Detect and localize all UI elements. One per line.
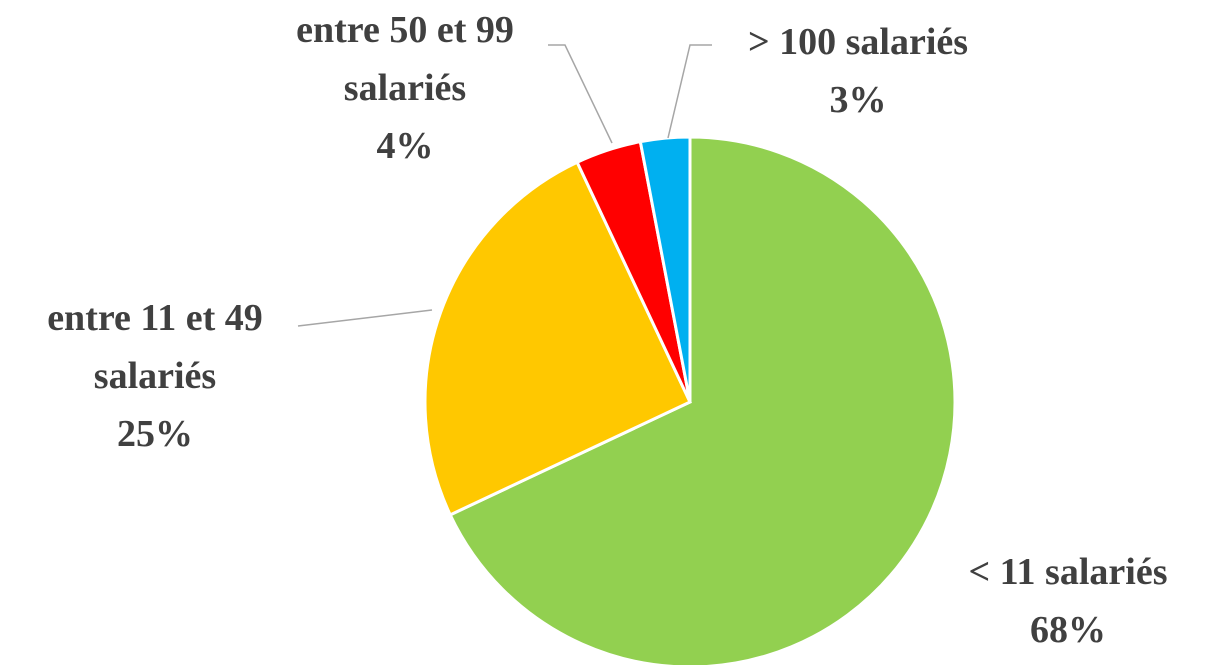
pie-slice — [448, 135, 957, 665]
value-label: 25% — [117, 413, 193, 455]
category-label: < 11 salariés — [968, 551, 1168, 593]
value-label: 68% — [1030, 609, 1106, 651]
value-label: 3% — [829, 79, 887, 121]
category-label: entre 11 et 49 salariés — [47, 297, 263, 397]
leader-line — [297, 309, 433, 327]
slice-label: < 11 salariés 68% — [908, 543, 1208, 659]
pie-slice — [423, 160, 692, 517]
slice-label: entre 11 et 49 salariés 25% — [0, 289, 315, 463]
leader-line — [667, 44, 712, 139]
slice-label: > 100 salariés 3% — [698, 13, 1018, 129]
value-label: 4% — [376, 125, 434, 167]
pie-slice — [638, 135, 692, 403]
category-label: entre 50 et 99 salariés — [296, 9, 514, 109]
slice-label: entre 50 et 99 salariés 4% — [245, 1, 565, 175]
leader-line — [548, 44, 613, 144]
category-label: > 100 salariés — [747, 21, 969, 63]
